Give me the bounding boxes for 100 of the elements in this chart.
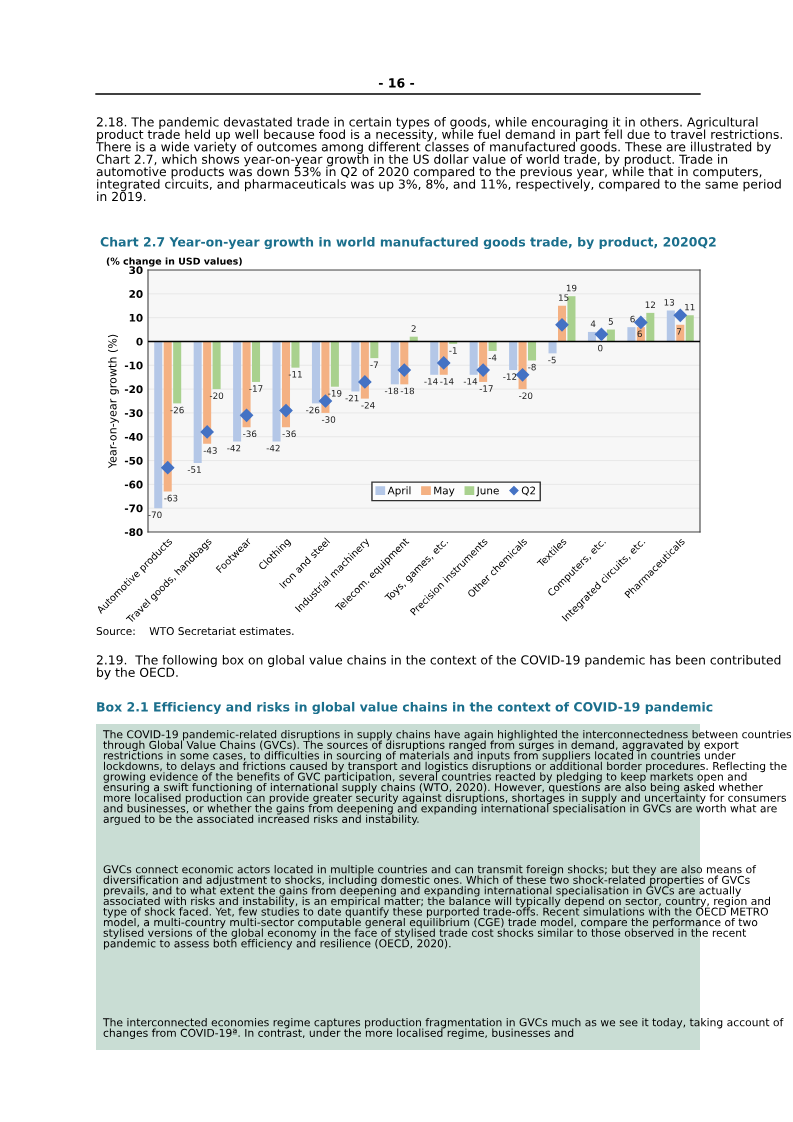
bar	[528, 341, 537, 361]
data-label: -30	[321, 416, 336, 423]
data-label: -17	[249, 385, 263, 392]
data-label: -4	[488, 354, 497, 361]
data-label: 2	[411, 325, 416, 332]
data-label: 6	[637, 330, 642, 338]
bar	[548, 341, 557, 354]
data-label: -24	[361, 401, 375, 409]
point	[161, 461, 175, 475]
chart-subtitle: (% change in USD values)	[106, 257, 242, 267]
bar	[163, 341, 172, 492]
data-label: -5	[548, 356, 556, 364]
data-label: -26	[170, 406, 184, 414]
data-label: -1	[449, 347, 457, 354]
y-tick-label: -50	[124, 456, 143, 465]
bar	[330, 341, 339, 387]
text: The COVID-19 pandemic-related disruptions in supply chains have again highlighted the interconnectedness between countries through Global Value Chains (GVCs). The sources of disruptions ranged from surges in demand, aggravated by export restrictions in some cases, to difficulties in sourcing of materials and inputs from suppliers located in countries under lockdowns, to delays and frictions caused by transport and logistics disruptions or additional border procedures. Reflecting the growing evidence of the benefits of GVC participation, several countries reacted by pledging to keep markets open and ensuring a swift functioning of international supply chains (WTO, 2020). However, questions are also being asked whether more localised production can provide greater security against disruptions, shortages in supply and uncertainty for consumers and businesses, or whether the gains from deepening and expanding international specialisation in GVCs are worth what are argued to be the associated increased risks and instability.	[102, 730, 792, 826]
data-label: -8	[528, 363, 536, 371]
point	[279, 403, 293, 418]
bar	[469, 341, 478, 375]
bar	[173, 341, 182, 404]
data-label: -20	[519, 392, 533, 400]
y-tick-label: -70	[124, 504, 143, 513]
bar	[430, 341, 439, 375]
text: 2.19. The following box on global value chains in the context of the COVID-19 pandemic has been contributed by the OECD.	[96, 655, 781, 680]
bar	[272, 341, 281, 442]
legend-label: May	[434, 486, 455, 497]
legend-label: June	[476, 486, 499, 497]
text: The interconnected economies regime captures production fragmentation in GVCs much as we see it today, taking account of changes from COVID-19ª. In contrast, under the more localised regime, businesses and	[102, 1018, 784, 1039]
point	[437, 356, 451, 370]
point	[673, 308, 687, 322]
data-label: -17	[479, 385, 493, 392]
y-tick-label: 10	[129, 313, 143, 322]
data-label: -63	[164, 494, 178, 502]
data-label: -11	[288, 371, 302, 378]
y-tick-label: 20	[129, 290, 143, 298]
data-label: 0	[598, 344, 603, 352]
y-tick-label: 30	[129, 266, 143, 275]
bar	[193, 341, 202, 463]
point	[200, 425, 214, 439]
bar	[587, 331, 596, 342]
data-label: -42	[266, 444, 280, 452]
bar	[212, 341, 221, 390]
data-label: -21	[345, 394, 359, 402]
y-tick-label: 0	[136, 337, 143, 346]
bar	[233, 341, 242, 442]
text: Box 2.1 Efficiency and risks in global value chains in the context of COVID-19 pandemic	[97, 701, 713, 715]
data-label: -36	[282, 430, 296, 438]
data-label: -14	[440, 378, 454, 385]
point	[397, 363, 411, 377]
data-label: -70	[148, 511, 162, 519]
bar	[370, 341, 379, 359]
data-label: -42	[227, 444, 241, 452]
bar	[646, 312, 655, 342]
point	[634, 315, 648, 329]
legend-label: April	[387, 486, 411, 497]
point	[555, 318, 569, 332]
data-label: 5	[608, 318, 613, 325]
data-label: 4	[590, 320, 596, 327]
y-tick-label: -60	[124, 480, 143, 489]
bar	[390, 341, 399, 385]
bar	[567, 296, 576, 342]
bar	[291, 341, 300, 368]
bar	[606, 329, 615, 342]
data-label: -20	[209, 392, 224, 400]
bar	[311, 341, 320, 404]
point	[515, 368, 530, 382]
point	[239, 408, 254, 422]
bar	[351, 341, 360, 392]
bar	[509, 341, 518, 371]
source-note: Source: WTO Secretariat estimates.	[96, 626, 294, 636]
y-axis-title: Year-on-year growth (%)	[108, 334, 119, 469]
bar	[666, 310, 675, 342]
data-label: 7	[677, 328, 682, 335]
point	[594, 327, 609, 341]
legend-label: Q2	[521, 486, 536, 496]
bar	[154, 341, 163, 509]
data-label: 11	[685, 303, 695, 311]
y-tick-label: -80	[124, 528, 143, 537]
data-label: -51	[187, 466, 201, 473]
data-label: -19	[328, 390, 342, 397]
text: 2.18. The pandemic devastated trade in certain types of goods, while encouraging it in others. Agricultural product trade held up well because food is a necessity, while fuel demand in part fell due to travel restrictions. There is a wide variety of outcomes among different classes of manufactured goods. These are illustrated by Chart 2.7, which shows year-on-year growth in the US dollar value of world trade, by product. Trade in automotive products was down 53% in Q2 of 2020 compared to the previous year, while that in computers, integrated circuits, and pharmaceuticals was up 3%, 8%, and 11%, respectively, compared to the same period in 2019.	[95, 117, 782, 202]
data-label: 6	[630, 315, 635, 323]
data-label: 15	[559, 294, 569, 301]
y-tick-label: -10	[124, 361, 143, 370]
text: GVCs connect economic actors located in multiple countries and can transmit foreign shocks; but they are also means of diversification and adjustment to shocks, including domestic ones. Which of these two shock-related properties of GVCs prevails, and to what extent the gains from deepening and expanding international specialisation in GVCs are actually associated with risks and instability, is an empirical matter; the balance will typically depend on sector, country, region and type of shock faced. Yet, few studies to date quantify these purported trade-offs. Recent simulations with the OECD METRO model, a multi-country multi-sector computable general equilibrium (CGE) trade model, compare the performance of two stylised versions of the global economy in the face of stylised trade cost shocks similar to those observed in the recent pandemic to assess both efficiency and resilience (OECD, 2020).	[103, 865, 770, 950]
text: - 16 -	[378, 78, 415, 88]
bar	[685, 315, 694, 342]
data-label: -14	[424, 378, 438, 385]
data-label: -26	[306, 406, 320, 414]
data-label: -7	[370, 361, 378, 368]
y-tick-label: -40	[124, 432, 143, 441]
data-label: 13	[664, 299, 675, 306]
data-label: -18	[400, 387, 415, 395]
data-label: -12	[503, 373, 517, 380]
data-label: -36	[243, 430, 257, 438]
y-tick-label: -30	[124, 409, 143, 418]
chart-title: Chart 2.7 Year-on-year growth in world manufactured goods trade, by product, 2020Q2	[100, 236, 716, 250]
bar	[203, 341, 212, 444]
data-label: -43	[203, 447, 217, 454]
